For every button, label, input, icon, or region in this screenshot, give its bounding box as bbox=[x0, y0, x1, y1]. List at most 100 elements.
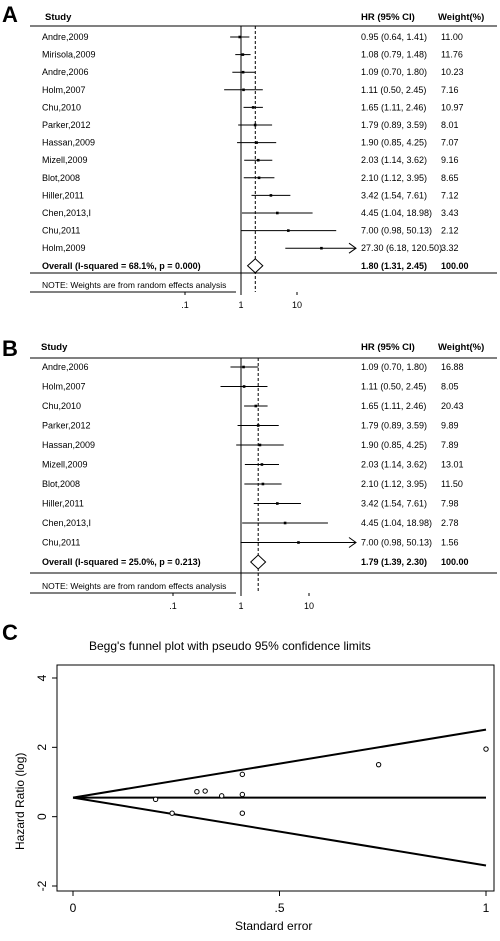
study-label: Blot,2008 bbox=[42, 173, 80, 183]
point-estimate bbox=[251, 106, 255, 109]
weight-label: 9.16 bbox=[441, 155, 459, 165]
header-weight-b: Weight(%) bbox=[438, 342, 484, 353]
weight-label: 2.12 bbox=[441, 226, 459, 236]
hr-label: 1.79 (0.89, 3.59) bbox=[361, 120, 427, 130]
weight-label: 10.23 bbox=[441, 67, 464, 77]
x-tick-label: 0 bbox=[70, 901, 77, 915]
weight-label: 11.00 bbox=[441, 32, 463, 42]
hr-label: 27.30 (6.18, 120.50) bbox=[361, 243, 442, 253]
header-study-a: Study bbox=[45, 12, 72, 23]
study-label: Chen,2013,I bbox=[42, 518, 91, 528]
overall-hr-label: 1.80 (1.31, 2.45) bbox=[361, 261, 427, 271]
weight-label: 8.01 bbox=[441, 120, 459, 130]
x-tick-label: .5 bbox=[274, 901, 284, 915]
point-estimate bbox=[253, 123, 257, 127]
hr-label: 2.03 (1.14, 3.62) bbox=[361, 460, 427, 470]
hr-label: 3.42 (1.54, 7.61) bbox=[361, 190, 427, 200]
x-tick-label: 10 bbox=[292, 300, 302, 310]
hr-label: 2.10 (1.12, 3.95) bbox=[361, 173, 427, 183]
study-label: Hiller,2011 bbox=[42, 499, 84, 509]
funnel-ylabel: Hazard Ratio (log) bbox=[13, 753, 27, 850]
rows-a: Andre,2009 0.95 (0.64, 1.41) 11.00 Mirisola… bbox=[42, 26, 469, 310]
point-estimate bbox=[276, 502, 279, 505]
x-tick-label: 1 bbox=[238, 601, 243, 611]
overall-diamond bbox=[249, 554, 267, 570]
study-label: Mizell,2009 bbox=[42, 460, 88, 470]
header-hr-a: HR (95% CI) bbox=[361, 12, 415, 23]
study-label: Hiller,2011 bbox=[42, 190, 84, 200]
weight-label: 16.88 bbox=[441, 362, 464, 372]
hr-label: 1.09 (0.70, 1.80) bbox=[361, 362, 427, 372]
study-point bbox=[239, 791, 246, 798]
hr-label: 1.79 (0.89, 3.59) bbox=[361, 421, 427, 431]
x-tick-label: .1 bbox=[181, 300, 189, 310]
weight-label: 3.32 bbox=[441, 243, 459, 253]
point-estimate bbox=[269, 194, 273, 197]
point-estimate bbox=[256, 158, 260, 162]
panel-label-c: C bbox=[2, 620, 18, 645]
point-estimate bbox=[256, 424, 260, 427]
x-tick-label: 1 bbox=[483, 901, 490, 915]
plot-frame-c bbox=[56, 664, 495, 892]
lower-limit-line bbox=[72, 796, 487, 867]
hr-label: 0.95 (0.64, 1.41) bbox=[361, 32, 427, 42]
study-label: Holm,2009 bbox=[42, 243, 86, 253]
point-estimate bbox=[255, 141, 258, 144]
weight-label: 2.78 bbox=[441, 518, 459, 528]
hr-label: 1.11 (0.50, 2.45) bbox=[361, 85, 426, 95]
point-estimate bbox=[242, 385, 246, 388]
x-tick-label: 1 bbox=[238, 300, 243, 310]
study-label: Holm,2007 bbox=[42, 382, 86, 392]
weight-label: 7.07 bbox=[441, 138, 459, 148]
weight-label: 11.76 bbox=[441, 50, 463, 60]
hr-label: 1.65 (1.11, 2.46) bbox=[361, 102, 426, 112]
funnel-marks: -2 0 2 4 0 .5 1 bbox=[35, 674, 490, 915]
y-tick-label: -2 bbox=[35, 880, 49, 891]
study-point bbox=[239, 771, 246, 778]
hr-label: 3.42 (1.54, 7.61) bbox=[361, 499, 427, 509]
weight-label: 7.12 bbox=[441, 190, 459, 200]
point-estimate bbox=[287, 229, 290, 232]
point-estimate bbox=[242, 88, 245, 92]
funnel-plot: C Begg's funnel plot with pseudo 95% con… bbox=[2, 620, 495, 933]
hr-label: 1.08 (0.79, 1.48) bbox=[361, 50, 427, 60]
hr-label: 4.45 (1.04, 18.98) bbox=[361, 208, 432, 218]
hr-label: 1.90 (0.85, 4.25) bbox=[361, 440, 427, 450]
study-label: Mirisola,2009 bbox=[42, 50, 96, 60]
study-point bbox=[218, 793, 225, 799]
hr-label: 2.03 (1.14, 3.62) bbox=[361, 155, 427, 165]
point-estimate bbox=[254, 404, 258, 408]
y-tick-label: 0 bbox=[35, 813, 49, 820]
note-b: NOTE: Weights are from random effects an… bbox=[42, 581, 226, 591]
hr-label: 1.09 (0.70, 1.80) bbox=[361, 67, 427, 77]
hr-label: 2.10 (1.12, 3.95) bbox=[361, 479, 427, 489]
hr-label: 7.00 (0.98, 50.13) bbox=[361, 226, 432, 236]
rows-b: Andre,2006 1.09 (0.70, 1.80) 16.88 Holm,200… bbox=[42, 358, 469, 611]
overall-diamond bbox=[246, 258, 264, 274]
weight-label: 3.43 bbox=[441, 208, 459, 218]
hr-label: 1.65 (1.11, 2.46) bbox=[361, 401, 426, 411]
study-label: Holm,2007 bbox=[42, 85, 86, 95]
study-label: Mizell,2009 bbox=[42, 155, 88, 165]
point-estimate bbox=[242, 365, 245, 369]
hr-label: 7.00 (0.98, 50.13) bbox=[361, 538, 432, 548]
weight-label: 9.89 bbox=[441, 421, 459, 431]
upper-limit-line bbox=[72, 728, 487, 799]
y-tick-label: 4 bbox=[35, 674, 49, 681]
point-estimate bbox=[276, 211, 279, 215]
study-point bbox=[202, 788, 208, 794]
weight-label: 13.01 bbox=[441, 460, 464, 470]
ci-arrow bbox=[348, 537, 357, 548]
point-estimate bbox=[283, 521, 287, 525]
ci-arrow bbox=[348, 242, 357, 254]
study-label: Parker,2012 bbox=[42, 421, 91, 431]
study-label: Chu,2010 bbox=[42, 102, 81, 112]
study-label: Chen,2013,I bbox=[42, 208, 91, 218]
study-label: Chu,2011 bbox=[42, 226, 80, 236]
y-tick-label: 2 bbox=[35, 744, 49, 751]
point-estimate bbox=[260, 463, 264, 466]
study-point bbox=[375, 761, 382, 768]
point-estimate bbox=[261, 482, 265, 486]
weight-label: 11.50 bbox=[441, 479, 463, 489]
study-label: Blot,2008 bbox=[42, 479, 80, 489]
